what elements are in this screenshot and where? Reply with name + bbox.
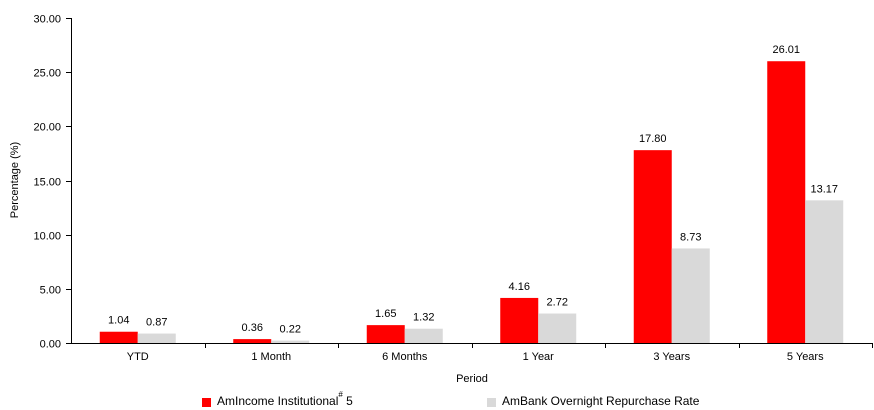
data-label-series-2: 0.22 [280, 324, 301, 336]
y-tick-label: 30.00 [33, 14, 61, 26]
x-tick-label: 5 Years [787, 351, 824, 363]
data-label-series-1: 1.04 [108, 315, 129, 327]
y-tick-label: 15.00 [33, 177, 61, 189]
data-label-series-2: 0.87 [146, 317, 167, 329]
data-label-series-1: 1.65 [375, 308, 396, 320]
legend-item-series-1: AmIncome Institutional# 5 [202, 391, 353, 409]
y-tick-label: 0.00 [40, 339, 61, 351]
bar-series-2 [137, 333, 176, 343]
data-label-series-1: 26.01 [772, 44, 800, 56]
data-label-series-1: 17.80 [639, 133, 667, 145]
y-axis-title: Percentage (%) [9, 142, 21, 218]
data-label-series-2: 8.73 [680, 231, 701, 243]
bar-series-2 [805, 200, 844, 343]
x-axis-ticks: YTD 1 Month 6 Months 1 Year 3 Years 5 Years [127, 343, 873, 363]
legend-label-series-1-suffix: 5 [342, 394, 353, 408]
y-tick-label: 5.00 [40, 285, 61, 297]
legend-label-series-1: AmIncome Institutional# 5 [217, 391, 353, 409]
x-tick-label: 6 Months [382, 351, 428, 363]
x-tick-label: YTD [127, 351, 149, 363]
legend-label-series-1-superscript: # [338, 390, 343, 399]
x-tick-label: 1 Month [251, 351, 291, 363]
bar-series-2 [271, 340, 310, 343]
data-label-series-1: 4.16 [509, 281, 530, 293]
legend-item-series-2: AmBank Overnight Repurchase Rate [487, 394, 699, 408]
data-labels: 1.04 0.87 0.36 0.22 1.65 1.32 4.16 2.72 17.80 8.7… [108, 44, 838, 335]
data-label-series-2: 13.17 [810, 183, 838, 195]
bar-series-1 [99, 331, 138, 343]
bar-series-2 [671, 248, 710, 343]
legend: AmIncome Institutional# 5 AmBank Overnig… [0, 391, 874, 410]
bar-chart: 0.00 5.00 10.00 15.00 20.00 25.00 30.00 1.04 0.… [9, 14, 873, 385]
y-tick-label: 10.00 [33, 231, 61, 243]
bar-series-2 [404, 328, 443, 343]
bar-series-1 [233, 339, 272, 343]
data-label-series-2: 2.72 [547, 297, 568, 309]
bar-series-2 [538, 313, 577, 343]
legend-label-series-2: AmBank Overnight Repurchase Rate [502, 394, 700, 408]
bar-series-1 [366, 325, 405, 343]
legend-label-series-1-name: AmIncome Institutional [217, 394, 339, 408]
x-tick-label: 1 Year [523, 351, 555, 363]
x-tick-label: 3 Years [653, 351, 690, 363]
legend-swatch-series-2 [487, 398, 496, 407]
y-axis-ticks: 0.00 5.00 10.00 15.00 20.00 25.00 30.00 [33, 14, 71, 351]
bar-series-1 [500, 297, 539, 343]
y-tick-label: 20.00 [33, 122, 61, 134]
bars [99, 61, 844, 343]
data-label-series-2: 1.32 [413, 312, 434, 324]
data-label-series-1: 0.36 [242, 322, 263, 334]
bar-series-1 [633, 150, 672, 343]
y-tick-label: 25.00 [33, 68, 61, 80]
x-axis-title: Period [456, 373, 488, 385]
bar-series-1 [767, 61, 806, 343]
legend-swatch-series-1 [202, 398, 211, 407]
